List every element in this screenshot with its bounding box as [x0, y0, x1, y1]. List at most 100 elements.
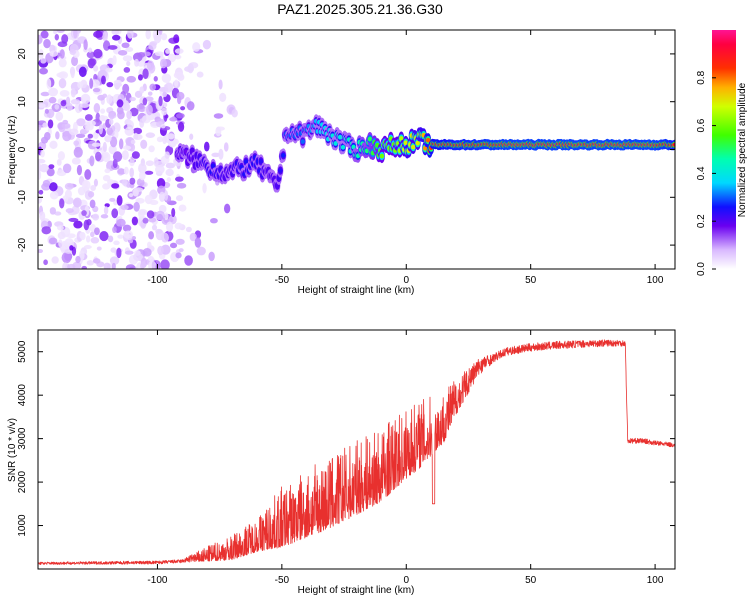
spectrogram-cell — [68, 128, 79, 136]
spectrogram-cell — [100, 214, 109, 219]
spectrogram-cell — [123, 67, 131, 73]
spectrogram-cell — [134, 58, 140, 67]
spectrogram-cell — [62, 130, 72, 142]
spectrogram-cell — [111, 30, 120, 35]
spectrogram-cell — [93, 178, 98, 187]
spectrogram-cell — [38, 34, 43, 45]
spectrogram-cell — [139, 170, 146, 181]
spectrogram-cell — [129, 97, 136, 102]
spectrogram-cell — [154, 51, 164, 57]
spectrogram-cell — [337, 134, 343, 140]
x-tick-label: 0 — [403, 575, 409, 586]
y-tick-label: 5000 — [17, 340, 28, 363]
spectrogram-cell — [106, 94, 113, 105]
spectrogram-cell — [49, 140, 58, 150]
spectrogram-cell — [137, 74, 143, 81]
spectrogram-cell — [58, 58, 67, 68]
spectrogram-cell — [164, 114, 169, 119]
snr-panel: -100 -50 0 50 100 1000 2000 3000 4000 5000 Heigh… — [7, 329, 676, 596]
spectrogram-cell — [164, 190, 169, 201]
spectrogram-cell — [131, 235, 137, 241]
spectrogram-cell — [42, 179, 51, 188]
spectrogram-cell — [92, 131, 99, 139]
spectrogram-cell — [109, 256, 120, 265]
spectrogram-cell — [223, 142, 229, 152]
spectrogram-cell — [155, 165, 165, 175]
spectrogram-cell — [146, 114, 155, 121]
spectrogram-cell — [75, 255, 81, 264]
spectrogram-cell — [223, 203, 231, 214]
y-tick-label: 2000 — [17, 471, 28, 494]
spectrogram-cell — [54, 104, 60, 110]
y-tick-label: 3000 — [17, 427, 28, 450]
spectrogram-cell — [38, 248, 44, 254]
spectrogram-cell — [146, 60, 155, 71]
spectrogram-cell — [116, 99, 124, 108]
spectrogram-cell — [160, 123, 166, 129]
spectrogram-cell — [87, 191, 95, 198]
spectrogram-cell — [56, 30, 65, 34]
spectrogram-cell — [80, 232, 86, 241]
spectrogram-cell — [81, 210, 87, 216]
colorbar-tick-label: 0.0 — [696, 262, 707, 276]
spectrogram-cell — [129, 167, 134, 178]
spectrogram-cell — [165, 48, 171, 54]
spectrogram-cell — [51, 256, 59, 264]
spectrogram-cell — [281, 152, 286, 158]
colorbar-ticks: 0.0 0.2 0.4 0.6 0.8 — [696, 70, 716, 276]
x-tick-label: -50 — [275, 575, 290, 586]
spectrogram-cell — [105, 67, 113, 73]
spectrogram-cell — [81, 265, 87, 269]
spectrogram-cell — [165, 221, 174, 232]
spectrogram-cell — [66, 103, 73, 112]
spectrogram-cell — [60, 100, 67, 107]
spectrogram-cell — [133, 187, 144, 192]
spectrogram-cell — [38, 124, 42, 131]
spectrogram-cell — [142, 97, 148, 106]
y-tick-label: -20 — [17, 237, 28, 252]
spectrogram-cell — [140, 262, 145, 269]
spectrogram-cell — [167, 133, 175, 140]
spectrogram-cell — [86, 218, 92, 226]
spectrogram-cell — [102, 141, 107, 153]
spectrogram-cell — [411, 144, 416, 150]
spectrogram-cell — [38, 158, 46, 164]
spectrogram-cell — [39, 67, 48, 75]
spectrogram-cell — [55, 111, 64, 121]
spectrogram-cell — [77, 81, 84, 89]
spectrogram-cell — [71, 56, 79, 67]
spectrogram-cell — [132, 127, 143, 135]
spectrogram-cell — [120, 204, 129, 210]
spectrogram-cell — [89, 78, 94, 89]
spectrogram-cell — [113, 240, 120, 246]
spectrogram-cell — [57, 151, 66, 161]
spectrogram-cell — [38, 162, 42, 172]
spectrogram-cell — [114, 82, 123, 87]
spectrogram-cell — [415, 140, 420, 146]
spectrogram-cell — [116, 218, 126, 227]
colorbar-label: Normalized spectral amplitude — [737, 82, 748, 217]
spectrogram-cell — [128, 193, 134, 198]
snr-frame — [37, 329, 676, 570]
spectrogram-cell — [78, 66, 87, 78]
spectrogram-cell — [144, 194, 153, 205]
spectrogram-cell — [340, 144, 346, 150]
spectrogram-cell — [202, 39, 212, 50]
spectrogram-cell — [79, 250, 85, 261]
spectrogram-cell — [94, 227, 100, 236]
spectrogram-cell — [107, 45, 118, 50]
spectrogram-cell — [117, 234, 124, 239]
spectrogram-cell — [144, 170, 154, 175]
spectrogram-cell — [211, 152, 221, 158]
spectrogram-cell — [102, 151, 111, 163]
spectrogram-cell — [122, 145, 132, 150]
spectrogram-cell — [122, 55, 133, 62]
spectrogram-cell — [104, 203, 110, 208]
spectrogram-cell — [88, 47, 93, 53]
spectrogram-cell — [90, 237, 100, 244]
spectrogram-cell — [174, 54, 182, 60]
spectrogram-cell — [58, 71, 69, 79]
spectrogram-cell — [146, 241, 152, 248]
spectrogram-cell — [133, 252, 144, 262]
spectrogram-cell — [59, 90, 70, 97]
